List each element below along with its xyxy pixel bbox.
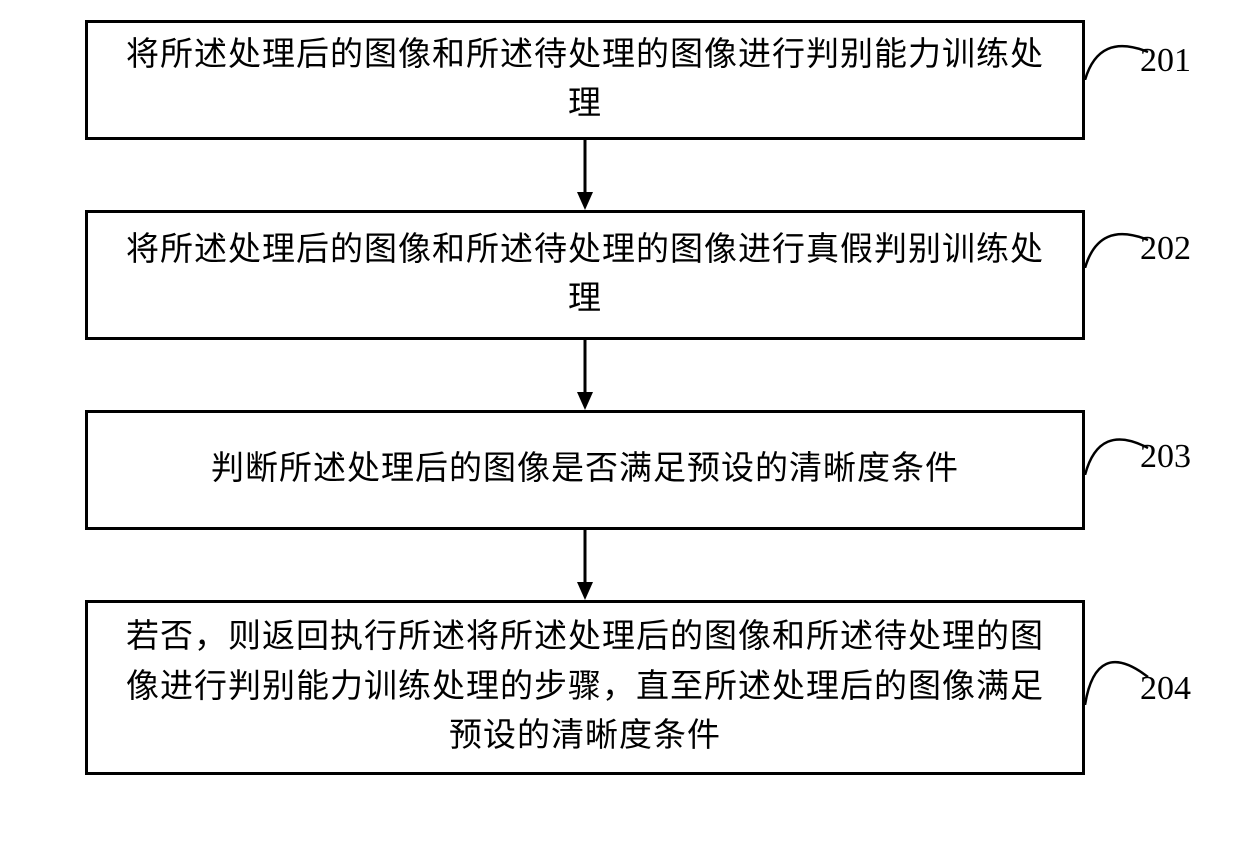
arrow-202-203 bbox=[85, 340, 1085, 410]
step-text-203: 判断所述处理后的图像是否满足预设的清晰度条件 bbox=[211, 445, 959, 495]
arrow-203-204 bbox=[85, 530, 1085, 600]
step-box-204: 若否，则返回执行所述将所述处理后的图像和所述待处理的图像进行判别能力训练处理的步… bbox=[85, 600, 1085, 775]
step-text-204: 若否，则返回执行所述将所述处理后的图像和所述待处理的图像进行判别能力训练处理的步… bbox=[118, 613, 1052, 762]
step-label-202: 202 bbox=[1140, 230, 1191, 268]
arrow-icon bbox=[85, 140, 1085, 210]
step-text-201: 将所述处理后的图像和所述待处理的图像进行判别能力训练处理 bbox=[118, 31, 1052, 130]
arrow-icon bbox=[85, 340, 1085, 410]
step-box-203: 判断所述处理后的图像是否满足预设的清晰度条件 bbox=[85, 410, 1085, 530]
step-label-203: 203 bbox=[1140, 438, 1191, 476]
step-label-201: 201 bbox=[1140, 42, 1191, 80]
step-label-204: 204 bbox=[1140, 670, 1191, 708]
step-text-202: 将所述处理后的图像和所述待处理的图像进行真假判别训练处理 bbox=[118, 226, 1052, 325]
arrow-icon bbox=[85, 530, 1085, 600]
flowchart-container: 将所述处理后的图像和所述待处理的图像进行判别能力训练处理 201 将所述处理后的… bbox=[50, 20, 1190, 775]
step-box-201: 将所述处理后的图像和所述待处理的图像进行判别能力训练处理 bbox=[85, 20, 1085, 140]
step-box-202: 将所述处理后的图像和所述待处理的图像进行真假判别训练处理 bbox=[85, 210, 1085, 340]
arrow-201-202 bbox=[85, 140, 1085, 210]
